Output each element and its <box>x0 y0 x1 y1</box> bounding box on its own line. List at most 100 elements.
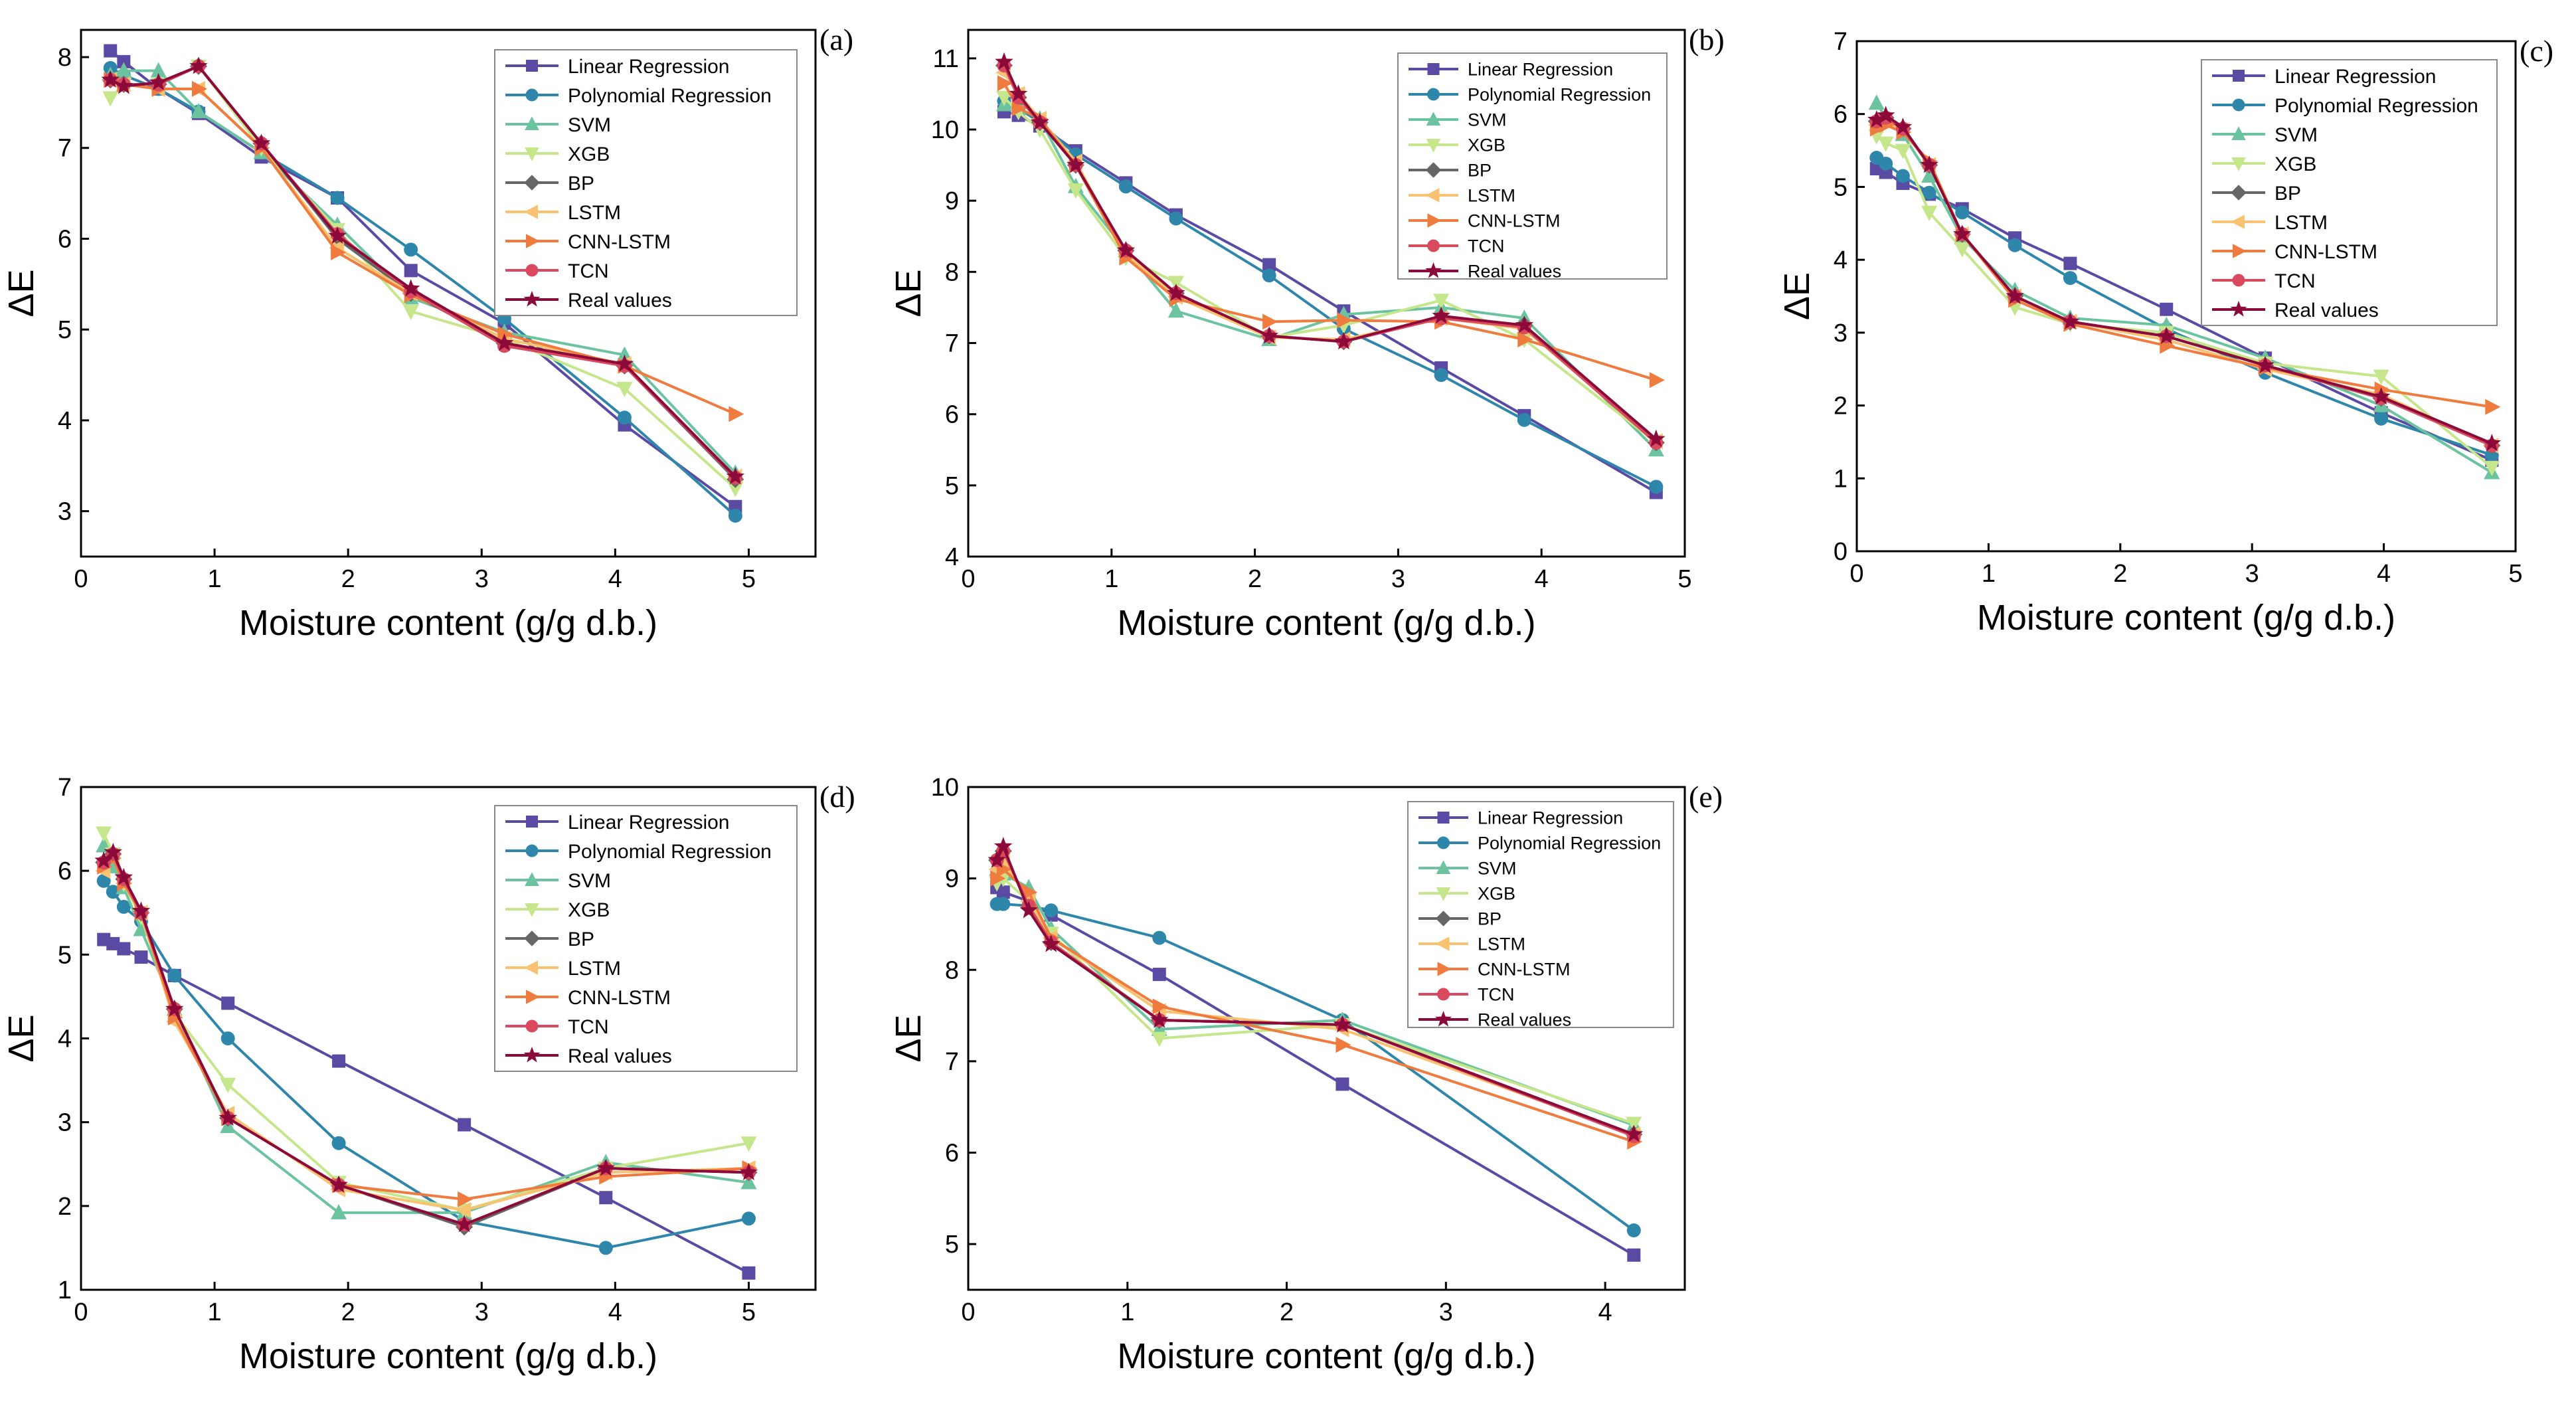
series-line <box>102 880 749 1249</box>
series-real-values <box>1867 106 2502 452</box>
data-point <box>1433 294 1450 309</box>
legend-swatch-marker <box>2231 185 2247 201</box>
y-tick-label: 3 <box>58 1109 72 1137</box>
legend-entry: Real values <box>1478 1010 1571 1030</box>
y-tick-label: 8 <box>945 258 959 286</box>
x-tick-label: 2 <box>1280 1298 1294 1326</box>
data-point <box>726 467 745 485</box>
legend-entry: Linear Regression <box>2275 66 2436 88</box>
data-point <box>2484 460 2500 476</box>
legend-swatch-marker <box>2232 98 2245 112</box>
x-axis-title: Moisture content (g/g d.b.) <box>1117 603 1535 643</box>
data-point <box>2061 311 2080 330</box>
data-point <box>116 62 132 78</box>
legend-swatch-marker <box>1437 988 1450 1001</box>
legend-entry: TCN <box>1478 985 1515 1005</box>
data-point <box>1009 84 1028 102</box>
data-point <box>404 242 418 257</box>
data-point <box>96 873 111 888</box>
legend-entry: LSTM <box>1468 186 1515 206</box>
legend-swatch-marker <box>524 205 538 219</box>
data-point <box>741 1211 756 1226</box>
data-point <box>598 1241 613 1255</box>
legend-swatch-marker <box>525 88 539 102</box>
y-tick-label: 6 <box>1834 101 1847 129</box>
legend-entry: TCN <box>2275 270 2316 292</box>
legend-entry: Linear Regression <box>1468 60 1613 80</box>
x-tick-label: 3 <box>1391 565 1405 593</box>
data-point <box>221 996 235 1010</box>
data-point <box>1167 302 1184 318</box>
data-point <box>1152 968 1166 982</box>
y-tick-label: 5 <box>945 472 959 500</box>
x-tick-label: 2 <box>341 565 355 593</box>
legend-swatch-marker <box>1435 936 1450 951</box>
x-tick-label: 2 <box>2113 560 2127 588</box>
legend-entry: SVM <box>568 114 611 136</box>
data-point <box>1067 155 1085 173</box>
y-tick-label: 6 <box>945 1140 959 1168</box>
data-point <box>117 942 131 956</box>
data-point <box>331 244 347 260</box>
data-point <box>1333 1015 1352 1033</box>
x-tick-label: 5 <box>742 565 756 593</box>
y-axis-title: ΔE <box>1 1014 41 1062</box>
data-point <box>596 1158 616 1176</box>
legend-swatch-marker <box>1435 1011 1452 1027</box>
data-point <box>1260 326 1278 344</box>
data-point <box>329 1175 348 1193</box>
y-tick-label: 5 <box>58 316 72 344</box>
data-point <box>190 103 207 119</box>
legend-swatch-marker <box>525 147 539 161</box>
x-tick-label: 1 <box>1982 560 1996 588</box>
panel-label: (b) <box>1689 23 1725 56</box>
legend-swatch-marker <box>1425 188 1440 203</box>
data-point <box>1118 179 1133 194</box>
legend-entry: Polynomial Regression <box>2275 95 2478 117</box>
y-tick-label: 6 <box>58 857 72 885</box>
data-point <box>1876 106 1895 124</box>
legend-entry: Linear Regression <box>568 56 729 78</box>
legend-entry: LSTM <box>568 958 621 980</box>
data-point <box>149 72 168 90</box>
x-axis-title: Moisture content (g/g d.b.) <box>1977 598 2395 638</box>
legend-entry: Real values <box>2275 300 2379 321</box>
x-tick-label: 3 <box>1439 1298 1453 1326</box>
y-axis-title: ΔE <box>1 269 41 317</box>
data-point <box>1649 372 1665 389</box>
plot-frame <box>967 29 1686 558</box>
legend-entry: XGB <box>1468 135 1505 155</box>
data-point <box>458 1118 472 1132</box>
legend-swatch-marker <box>526 234 540 248</box>
data-point <box>729 406 744 422</box>
y-tick-label: 3 <box>58 498 72 526</box>
legend-entry: TCN <box>568 260 609 282</box>
legend-swatch-marker <box>1437 812 1450 824</box>
series-line <box>110 66 736 517</box>
data-point <box>106 936 120 950</box>
legend-entry: Polynomial Regression <box>568 841 772 863</box>
legend-entry: Real values <box>568 1045 672 1067</box>
data-point <box>114 867 133 885</box>
legend-box <box>1397 52 1668 280</box>
data-point <box>1335 1077 1349 1091</box>
data-point <box>101 70 120 88</box>
data-point <box>1867 110 1886 128</box>
y-tick-label: 5 <box>1834 173 1847 201</box>
legend-swatch-marker <box>523 290 541 307</box>
data-point <box>1955 205 1970 220</box>
data-point <box>1649 480 1664 494</box>
x-tick-label: 1 <box>208 1298 222 1326</box>
data-point <box>1624 1124 1644 1142</box>
data-point <box>1626 1116 1642 1132</box>
x-tick-label: 1 <box>1104 565 1118 593</box>
data-point <box>728 508 742 523</box>
legend-entry: XGB <box>2275 153 2316 175</box>
x-tick-label: 4 <box>608 565 622 593</box>
legend-swatch-marker <box>525 844 539 857</box>
legend-swatch-marker <box>2232 274 2245 287</box>
data-point <box>150 62 167 78</box>
legend-swatch-marker <box>526 990 540 1004</box>
data-point <box>1169 211 1183 226</box>
data-point <box>599 1191 613 1205</box>
